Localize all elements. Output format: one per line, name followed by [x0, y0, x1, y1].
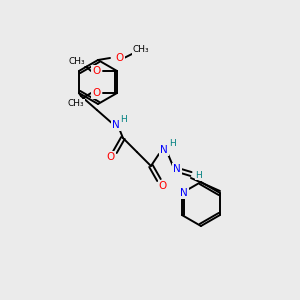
Text: O: O [116, 53, 124, 63]
Text: CH₃: CH₃ [133, 46, 149, 55]
Text: O: O [92, 66, 100, 76]
Text: H: H [196, 170, 202, 179]
Text: O: O [107, 152, 115, 162]
Text: H: H [169, 140, 176, 148]
Text: N: N [173, 164, 181, 174]
Text: N: N [180, 188, 188, 198]
Text: CH₃: CH₃ [69, 56, 86, 65]
Text: N: N [160, 145, 168, 155]
Text: H: H [121, 116, 127, 124]
Text: CH₃: CH₃ [68, 100, 84, 109]
Text: O: O [92, 88, 100, 98]
Text: N: N [112, 120, 120, 130]
Text: O: O [159, 181, 167, 191]
